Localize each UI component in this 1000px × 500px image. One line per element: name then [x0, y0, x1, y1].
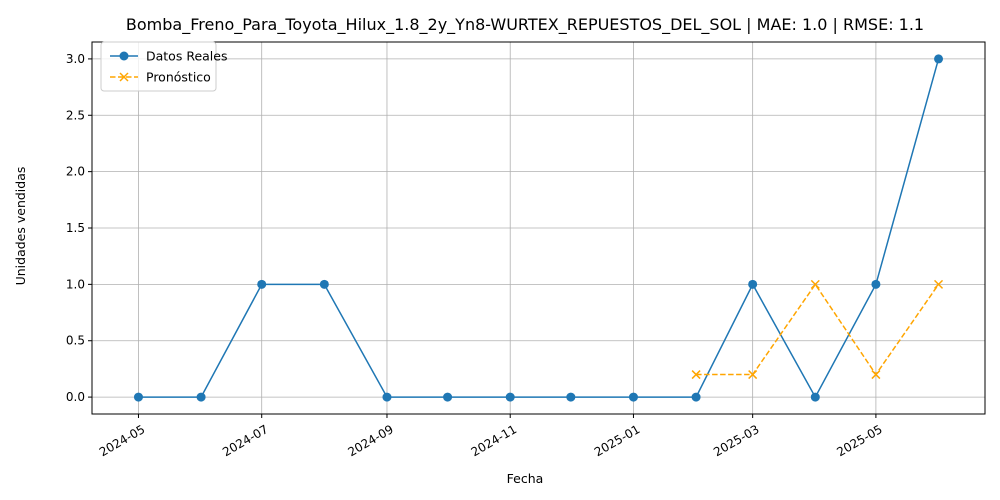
- data-point-actual: [566, 392, 576, 402]
- series-line-forecast: [696, 283, 940, 376]
- data-point-actual: [810, 392, 820, 402]
- legend-marker-forecast: [119, 72, 129, 82]
- y-tick-label: 0.0: [66, 390, 85, 404]
- data-point-actual: [691, 392, 701, 402]
- axis-ticks: 2024-05 2024-07 2024-09 2024-11 2025-01 2025-…: [66, 52, 885, 459]
- data-point-actual: [443, 392, 453, 402]
- x-tick-label: 2025-03: [711, 422, 761, 459]
- x-tick-label: 2025-01: [592, 422, 642, 459]
- x-tick-label: 2024-07: [220, 422, 270, 459]
- series-line-actual: [138, 58, 940, 399]
- x-tick-label: 2024-11: [469, 422, 519, 459]
- data-point-actual: [505, 392, 515, 402]
- series-layer: [133, 54, 944, 402]
- y-axis-label: Unidades vendidas: [13, 167, 28, 286]
- y-tick-label: 2.5: [66, 108, 85, 122]
- data-point-forecast: [810, 279, 820, 289]
- data-point-actual: [319, 279, 329, 289]
- y-tick-label: 1.0: [66, 277, 85, 291]
- x-axis-label: Fecha: [507, 471, 544, 486]
- data-point-actual: [934, 54, 944, 64]
- data-point-forecast: [934, 279, 944, 289]
- x-tick-label: 2024-05: [97, 422, 147, 459]
- data-point-actual: [382, 392, 392, 402]
- legend: Datos Reales Pronóstico: [100, 41, 227, 92]
- data-point-forecast: [871, 370, 881, 380]
- grid: [92, 42, 985, 414]
- data-point-actual: [628, 392, 638, 402]
- y-tick-label: 1.5: [66, 221, 85, 235]
- legend-label-actual: Datos Reales: [146, 49, 227, 64]
- data-point-forecast: [691, 370, 701, 380]
- data-point-actual: [133, 392, 143, 402]
- y-tick-label: 0.5: [66, 334, 85, 348]
- x-tick-label: 2025-05: [834, 422, 884, 459]
- data-point-actual: [871, 279, 881, 289]
- chart-title: Bomba_Freno_Para_Toyota_Hilux_1.8_2y_Yn8…: [126, 15, 924, 35]
- y-tick-label: 3.0: [66, 52, 85, 66]
- legend-marker-actual: [119, 51, 129, 61]
- data-point-actual: [748, 279, 758, 289]
- data-point-forecast: [748, 370, 758, 380]
- data-point-actual: [257, 279, 267, 289]
- legend-box: [100, 41, 217, 92]
- y-tick-label: 2.0: [66, 165, 85, 179]
- data-point-actual: [196, 392, 206, 402]
- x-tick-label: 2024-09: [345, 422, 395, 459]
- legend-label-forecast: Pronóstico: [146, 70, 211, 85]
